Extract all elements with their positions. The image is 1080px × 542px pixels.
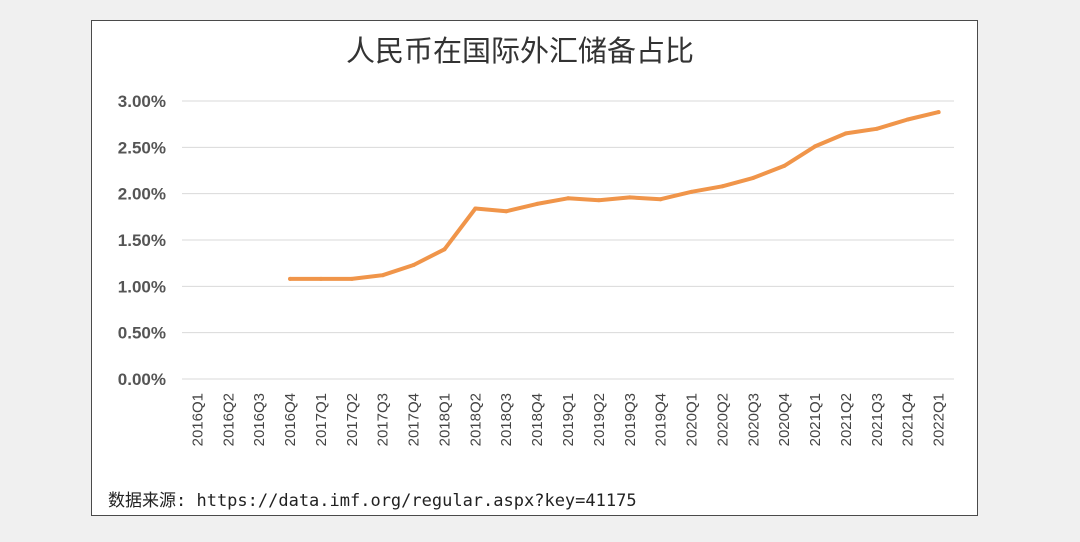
data-point — [411, 263, 416, 268]
data-point — [874, 126, 879, 131]
x-tick-label: 2021Q1 — [807, 393, 824, 446]
data-point — [720, 184, 725, 189]
x-tick-label: 2020Q4 — [776, 393, 793, 446]
chart-title: 人民币在国际外汇储备占比 — [346, 34, 694, 68]
y-axis-ticks: 0.00% 0.50% 1.00% 1.50% 2.00% 2.50% 3.00% — [118, 92, 166, 389]
x-tick-label: 2018Q1 — [436, 393, 453, 446]
x-tick-label: 2022Q1 — [931, 393, 948, 446]
data-point — [535, 201, 540, 206]
x-tick-label: 2020Q2 — [714, 393, 731, 446]
data-point — [936, 110, 941, 115]
data-point — [751, 175, 756, 180]
x-tick-label: 2019Q1 — [560, 393, 577, 446]
x-tick-label: 2017Q3 — [375, 393, 392, 446]
chart-card: 人民币在国际外汇储备占比 0.00% 0.50% 1.00% 1.50% 2.00% 2.… — [91, 20, 978, 516]
data-point — [627, 195, 632, 200]
x-tick-label: 2016Q4 — [282, 393, 299, 446]
data-point — [596, 198, 601, 203]
x-tick-label: 2017Q2 — [344, 393, 361, 446]
y-tick-label: 0.50% — [118, 324, 166, 343]
data-point — [442, 247, 447, 252]
x-tick-label: 2016Q3 — [251, 393, 268, 446]
y-tick-label: 1.00% — [118, 277, 166, 296]
x-tick-label: 2018Q4 — [529, 393, 546, 446]
x-tick-label: 2017Q1 — [313, 393, 330, 446]
series-layer — [288, 110, 941, 281]
source-note: 数据来源: https://data.imf.org/regular.aspx?… — [108, 491, 637, 511]
data-point — [473, 206, 478, 211]
data-point — [658, 197, 663, 202]
x-tick-label: 2016Q2 — [220, 393, 237, 446]
x-tick-label: 2017Q4 — [406, 393, 423, 446]
data-point — [288, 276, 293, 281]
data-point — [504, 209, 509, 214]
y-tick-label: 0.00% — [118, 370, 166, 389]
x-axis-ticks: 2016Q1 2016Q2 2016Q3 2016Q4 2017Q1 2017Q2 2017… — [189, 393, 947, 446]
x-tick-label: 2021Q2 — [838, 393, 855, 446]
x-tick-label: 2019Q2 — [591, 393, 608, 446]
y-tick-label: 3.00% — [118, 92, 166, 111]
x-tick-label: 2018Q2 — [467, 393, 484, 446]
x-tick-label: 2020Q1 — [684, 393, 701, 446]
data-point — [782, 163, 787, 168]
x-tick-label: 2019Q3 — [622, 393, 639, 446]
x-tick-label: 2016Q1 — [189, 393, 206, 446]
y-tick-label: 2.00% — [118, 185, 166, 204]
data-point — [566, 196, 570, 201]
data-point — [689, 189, 694, 194]
data-point — [380, 273, 385, 278]
x-tick-label: 2021Q3 — [869, 393, 886, 446]
data-point — [843, 131, 848, 136]
y-tick-label: 2.50% — [118, 138, 166, 157]
x-tick-label: 2020Q3 — [745, 393, 762, 446]
data-point — [318, 276, 323, 281]
series-line — [288, 110, 941, 281]
x-tick-label: 2021Q4 — [900, 393, 917, 446]
y-tick-label: 1.50% — [118, 231, 166, 250]
x-tick-label: 2018Q3 — [498, 393, 515, 446]
line-chart: 人民币在国际外汇储备占比 0.00% 0.50% 1.00% 1.50% 2.00% 2.… — [108, 34, 954, 511]
x-tick-label: 2019Q4 — [653, 393, 670, 446]
data-point — [905, 117, 910, 122]
data-point — [349, 276, 354, 281]
data-point — [813, 144, 818, 149]
gridlines — [182, 100, 954, 380]
